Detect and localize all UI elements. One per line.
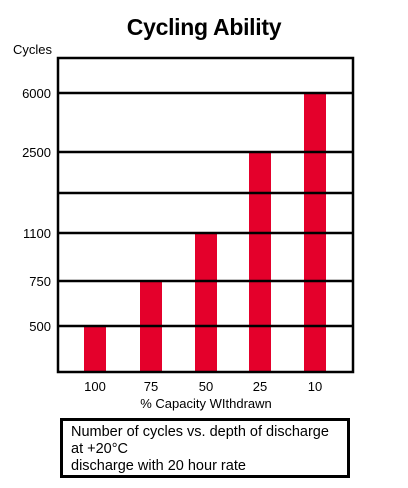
gridlines [58,91,353,328]
x-tick-labels: 100 75 50 25 10 [84,379,322,394]
y-tick-label-6000: 6000 [22,86,51,101]
bar-25 [249,152,271,372]
bar-50 [195,233,217,372]
plot-frame [56,56,355,374]
x-axis-label: % Capacity WIthdrawn [140,396,272,411]
y-tick-label-500: 500 [29,319,51,334]
x-tick-label-50: 50 [199,379,213,394]
caption-line-2: at +20°C [71,441,128,457]
x-tick-label-75: 75 [144,379,158,394]
chart-svg: 500 750 1100 2500 6000 100 75 50 25 10 % Capacit… [22,56,355,411]
x-tick-label-25: 25 [253,379,267,394]
bars-group [84,93,326,372]
y-tick-labels: 500 750 1100 2500 6000 [22,86,51,334]
caption-box: Number of cycles vs. depth of discharge … [60,418,350,478]
caption-line-1: Number of cycles vs. depth of discharge [71,424,329,440]
y-axis-label: Cycles [13,42,53,57]
bar-100 [84,326,106,372]
y-tick-label-1100: 1100 [23,226,51,241]
y-tick-label-2500: 2500 [22,145,51,160]
y-tick-label-750: 750 [29,274,51,289]
caption-line-3: discharge with 20 hour rate [71,458,246,474]
chart-title: Cycling Ability [126,14,282,40]
x-tick-label-10: 10 [308,379,322,394]
x-tick-label-100: 100 [84,379,106,394]
